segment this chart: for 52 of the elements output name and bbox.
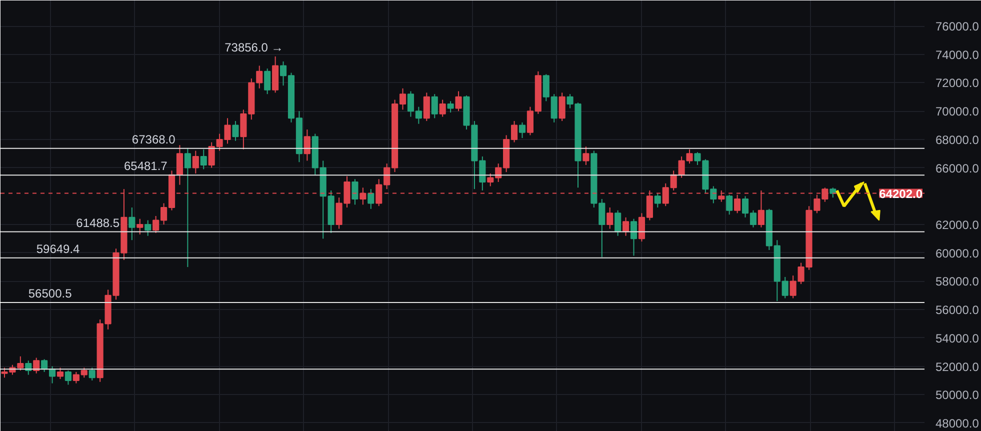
candlestick bbox=[431, 94, 438, 119]
candlestick bbox=[368, 188, 374, 210]
candlestick bbox=[439, 99, 446, 118]
candlestick bbox=[232, 120, 239, 142]
y-tick-label: 70000.0 bbox=[936, 104, 980, 119]
candlestick bbox=[128, 206, 136, 241]
candlestick bbox=[264, 68, 271, 95]
ref-line-label: 65481.7 bbox=[124, 159, 168, 174]
candlestick bbox=[630, 218, 638, 256]
y-tick-label: 72000.0 bbox=[936, 76, 980, 90]
candlestick bbox=[176, 144, 184, 186]
candlestick bbox=[200, 148, 207, 170]
candlestick bbox=[654, 192, 661, 208]
candlestick bbox=[184, 147, 191, 268]
y-tick-label: 48000.0 bbox=[936, 416, 980, 430]
y-tick-label: 74000.0 bbox=[936, 48, 980, 62]
y-tick-label: 76000.0 bbox=[936, 20, 980, 34]
candlestick bbox=[518, 122, 526, 139]
candlestick bbox=[423, 92, 430, 122]
y-tick-label: 52000.0 bbox=[936, 360, 980, 374]
candlestick bbox=[455, 90, 462, 112]
y-tick-label: 66000.0 bbox=[936, 161, 980, 176]
candlestick bbox=[136, 218, 144, 235]
candlestick bbox=[304, 129, 310, 162]
y-tick-label: 56000.0 bbox=[936, 303, 980, 318]
candlestick bbox=[726, 194, 733, 216]
candlestick bbox=[144, 220, 152, 236]
y-tick-label: 68000.0 bbox=[936, 132, 980, 147]
y-tick-label: 62000.0 bbox=[936, 218, 980, 232]
y-tick-label: 58000.0 bbox=[936, 274, 980, 289]
y-tick-label: 54000.0 bbox=[936, 331, 980, 346]
candlestick bbox=[88, 367, 96, 381]
candlestick bbox=[582, 146, 590, 166]
candlestick bbox=[614, 210, 622, 236]
candlestick bbox=[56, 367, 64, 380]
candlestick bbox=[447, 100, 454, 114]
candlestick bbox=[830, 187, 836, 198]
ref-line-label: 67368.0 bbox=[132, 132, 176, 146]
y-tick-label: 60000.0 bbox=[936, 246, 980, 260]
annotation: 73856.0 → bbox=[224, 40, 284, 54]
ref-line-label: 61488.5 bbox=[76, 216, 120, 230]
candlestick bbox=[622, 216, 630, 236]
candlestick bbox=[352, 178, 358, 206]
candlestick bbox=[33, 357, 40, 374]
candlestick bbox=[558, 92, 566, 122]
y-tick-label: 50000.0 bbox=[936, 388, 980, 402]
ref-line-label: 56500.5 bbox=[28, 286, 72, 300]
candlestick bbox=[64, 370, 72, 386]
candlestick bbox=[606, 206, 614, 230]
candlestick bbox=[192, 150, 199, 174]
ref-line-label: 64202.0 bbox=[879, 186, 923, 201]
ref-line-label: 59649.4 bbox=[36, 242, 80, 256]
